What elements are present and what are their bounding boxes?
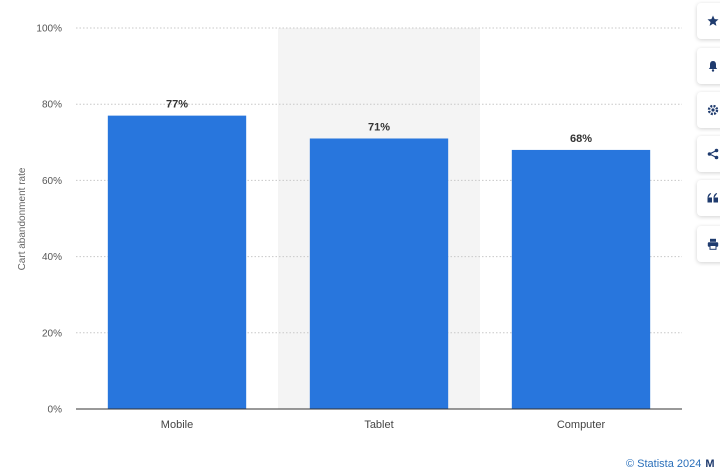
credit-text[interactable]: © Statista 2024 <box>626 458 702 470</box>
bell-icon <box>708 61 718 72</box>
source-credit[interactable]: © Statista 2024 M <box>626 458 715 470</box>
bar-computer[interactable] <box>511 149 651 410</box>
x-tick-label: Mobile <box>161 419 193 431</box>
y-axis-title: Cart abandonment rate <box>17 167 28 270</box>
y-tick-label: 0% <box>48 405 63 416</box>
x-tick-label: Tablet <box>364 419 393 431</box>
settings-button[interactable] <box>697 92 720 128</box>
y-tick-label: 100% <box>36 24 62 35</box>
y-tick-label: 20% <box>42 328 62 339</box>
notification-button[interactable] <box>697 48 720 84</box>
data-label: 77% <box>166 99 188 111</box>
share-icon <box>707 148 719 160</box>
favorite-button[interactable] <box>697 3 720 39</box>
cite-button[interactable] <box>697 180 720 216</box>
y-tick-label: 40% <box>42 252 62 263</box>
quote-icon <box>707 193 718 203</box>
bar-tablet[interactable] <box>309 138 449 410</box>
star-icon <box>707 15 719 26</box>
bar-mobile[interactable] <box>107 115 247 409</box>
y-tick-label: 60% <box>42 176 62 187</box>
data-label: 68% <box>570 133 592 145</box>
gear-icon <box>707 104 719 116</box>
print-icon <box>707 238 719 250</box>
credit-extra: M <box>705 458 715 470</box>
share-button[interactable] <box>697 136 720 172</box>
x-tick-label: Computer <box>557 419 606 431</box>
data-label: 71% <box>368 121 390 133</box>
print-button[interactable] <box>697 226 720 262</box>
y-tick-label: 80% <box>42 100 62 111</box>
